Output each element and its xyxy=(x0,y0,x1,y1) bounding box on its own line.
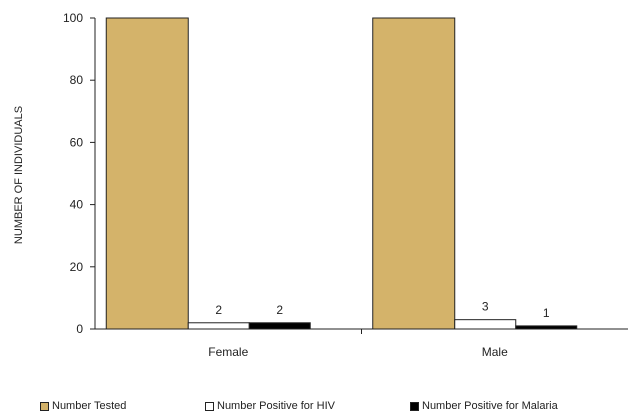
data-labels: 2 2 3 1 xyxy=(215,300,550,320)
bar-chart: NUMBER OF INDIVIDUALS 0 20 40 60 80 100 Female… xyxy=(13,11,628,359)
bar-number-positive-for-malaria-male xyxy=(515,325,578,330)
legend-swatch-malaria xyxy=(410,401,419,411)
bar-number-positive-for-hiv-female xyxy=(187,322,250,330)
data-label: 2 xyxy=(215,303,222,317)
bar-number-positive-for-hiv-male xyxy=(454,319,517,330)
legend-item-malaria: Number Positive for Malaria xyxy=(410,400,558,412)
data-label: 3 xyxy=(482,300,489,314)
bar-number-tested-male xyxy=(372,17,456,330)
legend-label-tested: Number Tested xyxy=(52,400,127,412)
bar-number-tested-female xyxy=(105,17,189,330)
y-tick-label: 40 xyxy=(70,198,84,212)
legend-label-malaria: Number Positive for Malaria xyxy=(422,400,558,412)
y-tick-label: 100 xyxy=(63,11,83,25)
legend: Number Tested Number Positive for HIV Nu… xyxy=(0,400,632,416)
y-tick-label: 20 xyxy=(70,260,84,274)
y-tick-label: 80 xyxy=(70,73,84,87)
legend-label-hiv: Number Positive for HIV xyxy=(217,400,335,412)
data-label: 1 xyxy=(543,306,550,320)
x-tick-label: Female xyxy=(208,345,248,359)
y-tick-label: 60 xyxy=(70,135,84,149)
bars xyxy=(105,17,578,330)
x-tick-label: Male xyxy=(482,345,508,359)
legend-swatch-tested xyxy=(40,401,49,411)
legend-item-hiv: Number Positive for HIV xyxy=(205,400,335,412)
legend-item-tested: Number Tested xyxy=(40,400,126,412)
data-label: 2 xyxy=(276,303,283,317)
legend-swatch-hiv xyxy=(205,401,214,411)
y-axis-label: NUMBER OF INDIVIDUALS xyxy=(13,106,25,244)
bar-number-positive-for-malaria-female xyxy=(248,322,311,330)
y-tick-label: 0 xyxy=(76,322,83,336)
